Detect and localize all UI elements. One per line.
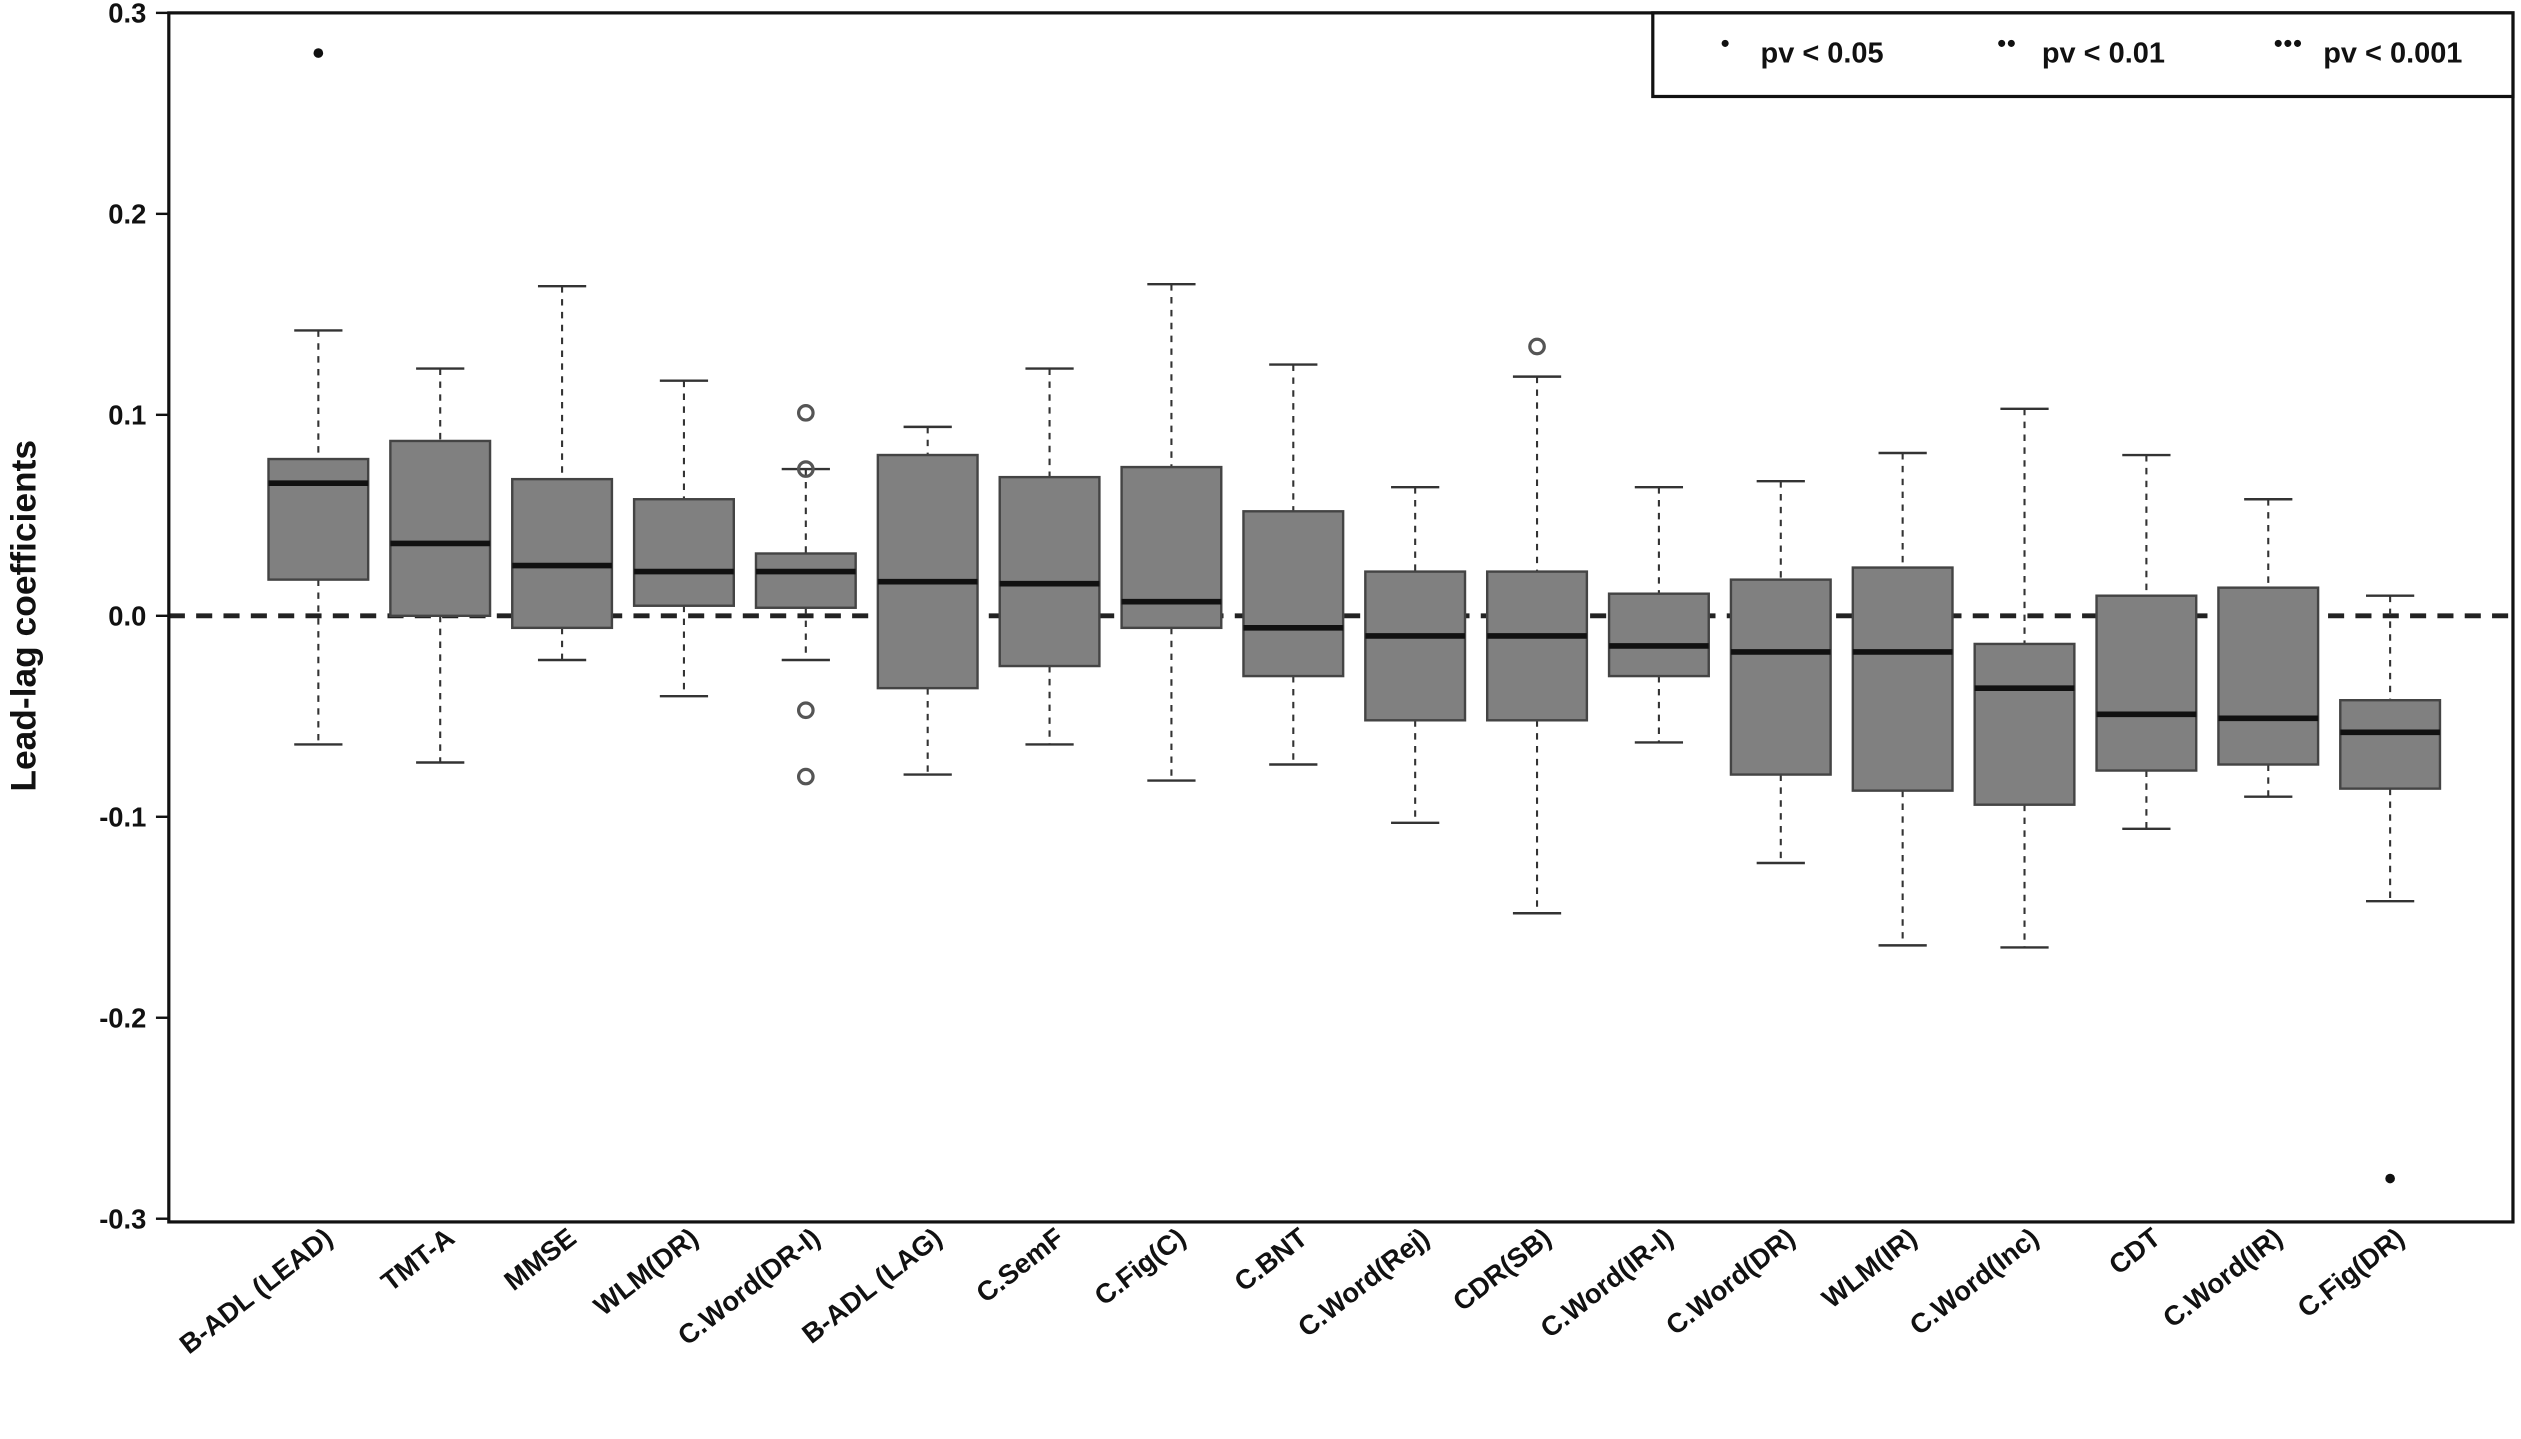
- legend-symbol: [1998, 39, 2006, 47]
- legend-label: pv < 0.001: [2323, 38, 2462, 70]
- x-tick-label: C.Word(IR): [2157, 1222, 2288, 1334]
- y-tick-label: 0.1: [108, 399, 146, 430]
- box: [632, 498, 735, 607]
- x-tick-label: WLM(DR): [588, 1222, 704, 1322]
- legend-symbol: [2007, 39, 2015, 47]
- x-tick-label: C.BNT: [1228, 1221, 1313, 1297]
- y-tick-label: 0.3: [108, 0, 146, 29]
- x-tick-label: C.SemF: [970, 1222, 1069, 1309]
- outlier: [796, 701, 815, 720]
- significance-marker: [313, 48, 324, 58]
- y-tick-label: -0.2: [99, 1002, 146, 1033]
- legend-symbol: [2284, 39, 2292, 47]
- x-tick-label: C.Word(DR): [1660, 1222, 1801, 1341]
- x-tick-label: CDT: [2103, 1221, 2167, 1280]
- box: [1485, 570, 1589, 722]
- x-tick-label: CDR(SB): [1447, 1222, 1557, 1317]
- legend-label: pv < 0.01: [2042, 38, 2165, 70]
- x-tick-label: C.Word(Rej): [1292, 1222, 1435, 1343]
- x-tick-label: MMSE: [498, 1222, 582, 1297]
- box: [1607, 592, 1710, 678]
- outlier: [796, 403, 815, 422]
- box: [876, 453, 979, 690]
- y-tick-label: 0.2: [108, 198, 146, 229]
- box: [511, 477, 614, 630]
- outlier: [796, 460, 815, 478]
- box: [1364, 570, 1467, 722]
- box: [267, 457, 370, 581]
- box: [1851, 566, 1954, 792]
- x-tick-label: C.Fig(DR): [2292, 1222, 2410, 1324]
- legend-symbol: [2274, 39, 2282, 47]
- box: [2095, 594, 2198, 772]
- x-tick-label: C.Word(Inc): [1904, 1222, 2045, 1341]
- x-tick-label: TMT-A: [375, 1221, 460, 1297]
- x-tick-label: C.Word(IR-I): [1534, 1222, 1678, 1344]
- box: [2217, 586, 2320, 766]
- plot-frame: [167, 11, 2515, 1224]
- box: [1242, 510, 1345, 678]
- box: [389, 439, 492, 618]
- box: [1729, 578, 1832, 776]
- box: [1973, 642, 2076, 806]
- outlier: [796, 767, 815, 786]
- x-tick-label: C.Fig(C): [1088, 1222, 1191, 1312]
- outlier: [1528, 337, 1546, 356]
- legend-symbol: [2293, 39, 2302, 47]
- legend-label: pv < 0.05: [1761, 38, 1884, 70]
- legend-symbol: [1721, 39, 1729, 47]
- significance-marker: [2385, 1173, 2395, 1184]
- legend-box: [1651, 11, 2515, 99]
- y-axis-label: Lead-lag coefficients: [4, 440, 43, 792]
- y-tick-label: 0.0: [108, 600, 146, 631]
- y-tick-label: -0.1: [99, 801, 146, 832]
- y-tick-label: -0.3: [99, 1203, 146, 1234]
- x-tick-label: WLM(IR): [1816, 1222, 1922, 1315]
- box: [998, 475, 1101, 668]
- box: [2339, 699, 2442, 790]
- x-tick-label: B-ADL (LEAD): [173, 1222, 338, 1360]
- box: [754, 552, 857, 609]
